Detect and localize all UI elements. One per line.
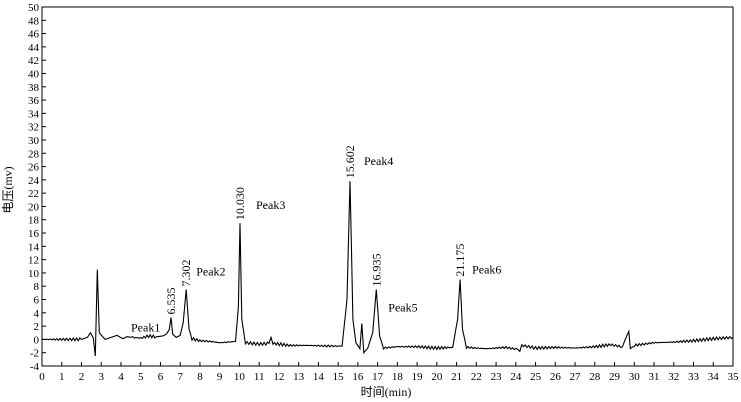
x-tick-label: 7 [177, 371, 183, 383]
x-tick-label: 29 [609, 371, 621, 383]
peak-annotations: 6.535 Peak1 7.302 Peak2 10.030 Peak3 15.602 Pea… [131, 145, 501, 334]
y-tick-label: 38 [28, 82, 40, 94]
peak-name-label: Peak3 [256, 198, 285, 212]
y-tick-label: 42 [28, 55, 39, 67]
axes: 0 1 2 3 4 5 6 7 8 9 10 11 12 13 14 15 16 17 18 19 20 21 22 23 24… [28, 2, 739, 383]
y-tick-label: 40 [28, 68, 40, 80]
x-tick-label: 31 [649, 371, 660, 383]
x-tick-label: 4 [118, 371, 124, 383]
y-tick-label: 12 [28, 255, 39, 267]
x-tick-label: 28 [589, 371, 601, 383]
x-tick-label: 23 [491, 371, 503, 383]
x-tick-label: 21 [451, 371, 462, 383]
peak-name-label: Peak5 [388, 301, 417, 315]
y-axis-title: 电压(mv) [1, 166, 15, 213]
x-tick-label: 27 [570, 371, 582, 383]
x-tick-label: 22 [471, 371, 482, 383]
y-tick-label: 32 [28, 122, 39, 134]
x-tick-label: 17 [372, 371, 384, 383]
y-tick-label: 24 [28, 175, 40, 187]
y-tick-label: 34 [28, 108, 40, 120]
x-tick-label: 0 [39, 371, 45, 383]
y-tick-label: 50 [28, 2, 40, 14]
x-tick-label: 15 [333, 371, 345, 383]
y-tick-label: 30 [28, 135, 40, 147]
x-tick-label: 24 [510, 371, 522, 383]
x-tick-label: 10 [234, 371, 246, 383]
y-tick-label: 18 [28, 215, 40, 227]
y-tick-label: 16 [28, 228, 40, 240]
series-layer [41, 181, 734, 357]
x-tick-label: 5 [138, 371, 144, 383]
y-tick-label: 26 [28, 162, 40, 174]
x-tick-label: 14 [313, 371, 325, 383]
y-tick-label: 20 [28, 201, 40, 213]
y-tick-label: 44 [28, 42, 40, 54]
x-tick-label: 18 [392, 371, 404, 383]
x-tick-label: 8 [197, 371, 203, 383]
plot-frame [41, 6, 734, 367]
x-tick-label: 12 [273, 371, 284, 383]
x-tick-label: 9 [217, 371, 223, 383]
peak-rt-label: 10.030 [233, 187, 247, 220]
y-tick-label: 22 [28, 188, 39, 200]
x-tick-label: 35 [728, 371, 740, 383]
x-tick-label: 32 [668, 371, 679, 383]
x-tick-label: 33 [688, 371, 700, 383]
peak-name-label: Peak4 [364, 154, 393, 168]
y-tick-label: 48 [28, 15, 40, 27]
x-tick-label: 26 [550, 371, 562, 383]
x-axis-title: 时间(min) [361, 385, 412, 399]
peak-name-label: Peak1 [131, 321, 160, 335]
peak-rt-label: 16.935 [369, 254, 383, 287]
peak-rt-label: 21.175 [453, 244, 467, 277]
peak-name-label: Peak2 [196, 265, 225, 279]
x-tick-label: 19 [412, 371, 424, 383]
y-tick-label: 4 [34, 308, 40, 320]
y-tick-label: 46 [28, 29, 40, 41]
x-tick-label: 30 [629, 371, 641, 383]
peak-rt-label: 15.602 [343, 145, 357, 178]
x-tick-label: 34 [708, 371, 720, 383]
x-tick-label: 11 [254, 371, 265, 383]
y-tick-label: 2 [34, 321, 40, 333]
x-tick-label: 13 [293, 371, 305, 383]
x-tick-label: 3 [98, 371, 104, 383]
y-tick-label: 36 [28, 95, 40, 107]
y-tick-label: 14 [28, 241, 40, 253]
y-tick-label: -2 [30, 348, 39, 360]
peak-rt-label: 6.535 [164, 288, 178, 315]
x-tick-label: 25 [530, 371, 542, 383]
peak-name-label: Peak6 [472, 263, 501, 277]
x-tick-label: 6 [158, 371, 164, 383]
x-tick-label: 20 [431, 371, 443, 383]
y-tick-label: 6 [34, 295, 40, 307]
series-line [41, 181, 734, 357]
y-tick-label: 8 [34, 281, 40, 293]
y-tick-label: 0 [34, 334, 40, 346]
y-tick-label: -4 [30, 361, 40, 373]
y-tick-label: 10 [28, 268, 40, 280]
x-tick-label: 16 [352, 371, 364, 383]
y-tick-label: 28 [28, 148, 40, 160]
x-tick-label: 1 [59, 371, 65, 383]
x-tick-label: 2 [79, 371, 85, 383]
peak-rt-label: 7.302 [179, 260, 193, 287]
